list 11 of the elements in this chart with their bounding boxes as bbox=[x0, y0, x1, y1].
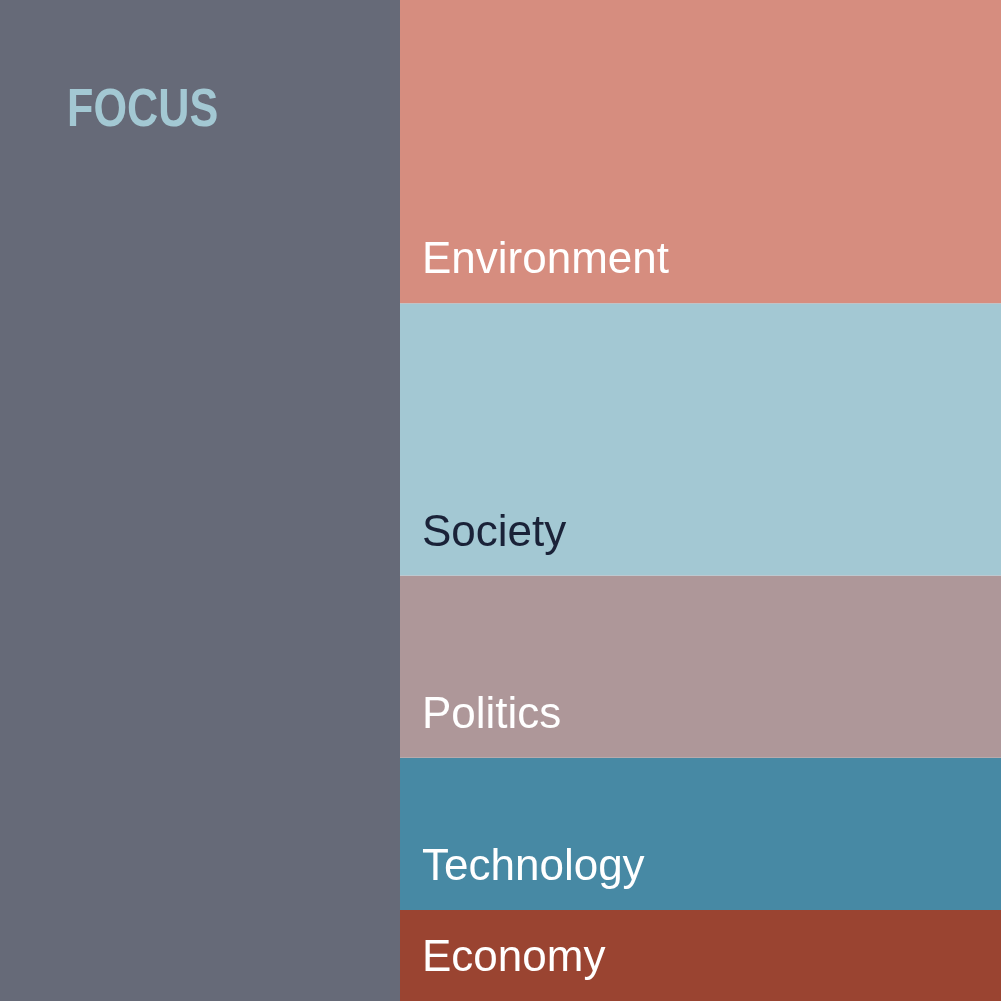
series-label: Society bbox=[422, 505, 567, 555]
series-label: Politics bbox=[422, 687, 562, 737]
bar bbox=[400, 575, 1001, 758]
bar bbox=[400, 909, 1001, 1001]
bar bbox=[400, 757, 1001, 910]
bar bbox=[400, 303, 1001, 576]
bar bbox=[400, 0, 1001, 304]
series-label: Economy bbox=[422, 931, 606, 980]
series-label: Environment bbox=[422, 233, 670, 283]
text: FOCUS bbox=[67, 76, 219, 138]
series-label: Technology bbox=[422, 839, 645, 889]
